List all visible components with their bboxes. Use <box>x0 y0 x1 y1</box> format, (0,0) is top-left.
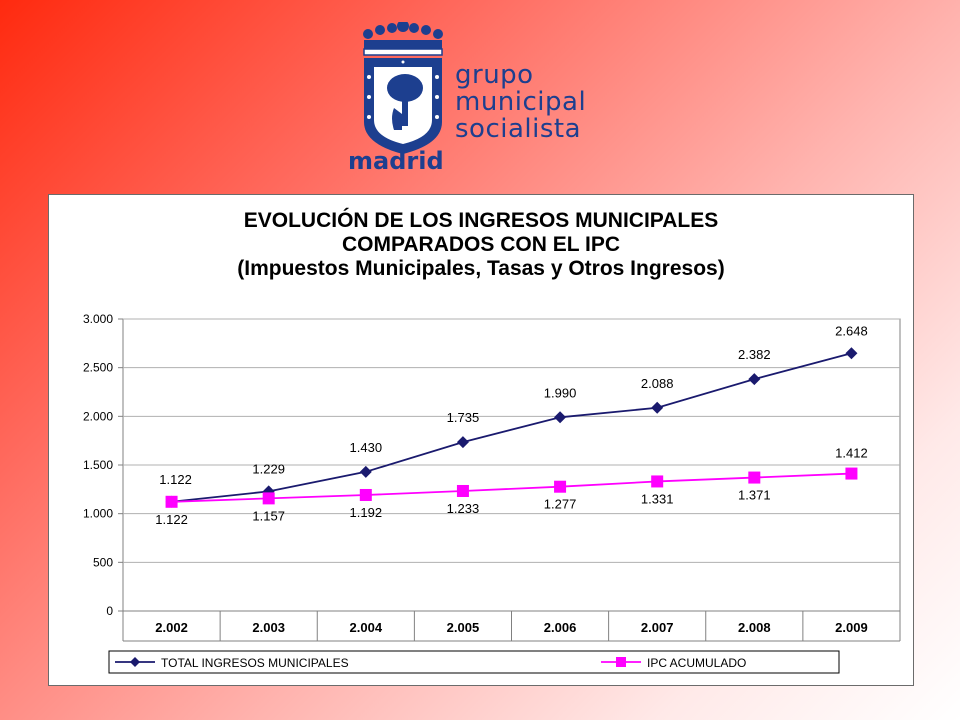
data-point-square <box>456 484 469 497</box>
data-point-square <box>554 480 567 493</box>
series-line <box>171 352 852 503</box>
data-label: 1.735 <box>447 410 480 425</box>
y-tick-label: 1.000 <box>83 507 113 521</box>
data-label: 1.157 <box>252 508 285 523</box>
madrid-coat-of-arms-logo <box>350 20 590 180</box>
data-label: 1.277 <box>544 497 577 512</box>
chart-container: 0 500 1.000 1.500 2.000 2.500 3.000 2.002 2.003 2… <box>48 194 914 686</box>
data-point-square <box>748 471 761 484</box>
data-point-square <box>165 495 178 508</box>
legend-marker-diamond <box>130 657 140 667</box>
data-point-square <box>845 467 858 480</box>
y-tick-label: 3.000 <box>83 312 113 326</box>
logo-line-socialista: socialista <box>455 114 582 144</box>
legend-box <box>108 650 840 674</box>
data-point-diamond <box>456 436 469 449</box>
chart-title-line-2: COMPARADOS CON EL IPC <box>341 233 621 256</box>
data-label: 1.192 <box>350 505 383 520</box>
data-label: 1.229 <box>252 461 285 476</box>
data-label: 1.331 <box>641 491 674 506</box>
series-line <box>171 472 852 503</box>
logo-text: grupo municipal socialista <box>455 62 586 143</box>
x-tick-label: 2.002 <box>155 620 188 635</box>
y-tick-label: 2.500 <box>83 361 113 375</box>
logo-line-grupo: grupo <box>455 60 534 90</box>
logo-line-municipal: municipal <box>455 87 587 117</box>
data-point-square <box>262 492 275 505</box>
x-tick-label: 2.005 <box>447 620 480 635</box>
x-tick-label: 2.003 <box>252 620 285 635</box>
y-tick-label: 500 <box>93 555 113 569</box>
x-tick-label: 2.006 <box>544 620 577 635</box>
data-label: 1.371 <box>738 488 771 503</box>
coat-of-arms-icon <box>363 20 443 154</box>
logo-city-name: madrid <box>348 147 444 175</box>
y-tick-label: 1.500 <box>83 458 113 472</box>
data-label: 1.430 <box>350 440 383 455</box>
line-chart: 0 500 1.000 1.500 2.000 2.500 3.000 2.002 2.003 2… <box>83 312 901 674</box>
legend-label: TOTAL INGRESOS MUNICIPALES <box>161 656 349 670</box>
legend-marker-square <box>616 657 626 667</box>
x-tick-label: 2.004 <box>350 620 383 635</box>
data-point-square <box>359 488 372 501</box>
data-label: 1.990 <box>544 385 577 400</box>
data-label: 1.122 <box>155 512 188 527</box>
data-point-diamond <box>651 401 664 414</box>
data-label: 1.122 <box>159 472 192 487</box>
data-label: 2.648 <box>835 323 868 338</box>
y-tick-label: 0 <box>106 604 113 618</box>
chart-title-line-1: EVOLUCIÓN DE LOS INGRESOS MUNICIPALES <box>243 209 719 232</box>
data-label: 2.088 <box>641 376 674 391</box>
data-label: 1.233 <box>447 501 480 516</box>
data-point-diamond <box>554 411 567 424</box>
data-point-square <box>651 475 664 488</box>
data-point-diamond <box>845 347 858 360</box>
data-label: 2.382 <box>738 347 771 362</box>
chart-title: EVOLUCIÓN DE LOS INGRESOS MUNICIPALES CO… <box>49 209 913 281</box>
data-label: 1.412 <box>835 446 868 461</box>
y-tick-label: 2.000 <box>83 409 113 423</box>
x-tick-label: 2.007 <box>641 620 674 635</box>
data-point-diamond <box>359 465 372 478</box>
x-tick-label: 2.009 <box>835 620 868 635</box>
data-point-diamond <box>748 373 761 386</box>
legend-label: IPC ACUMULADO <box>647 656 746 670</box>
chart-title-line-3: (Impuestos Municipales, Tasas y Otros In… <box>237 257 725 280</box>
x-tick-label: 2.008 <box>738 620 771 635</box>
